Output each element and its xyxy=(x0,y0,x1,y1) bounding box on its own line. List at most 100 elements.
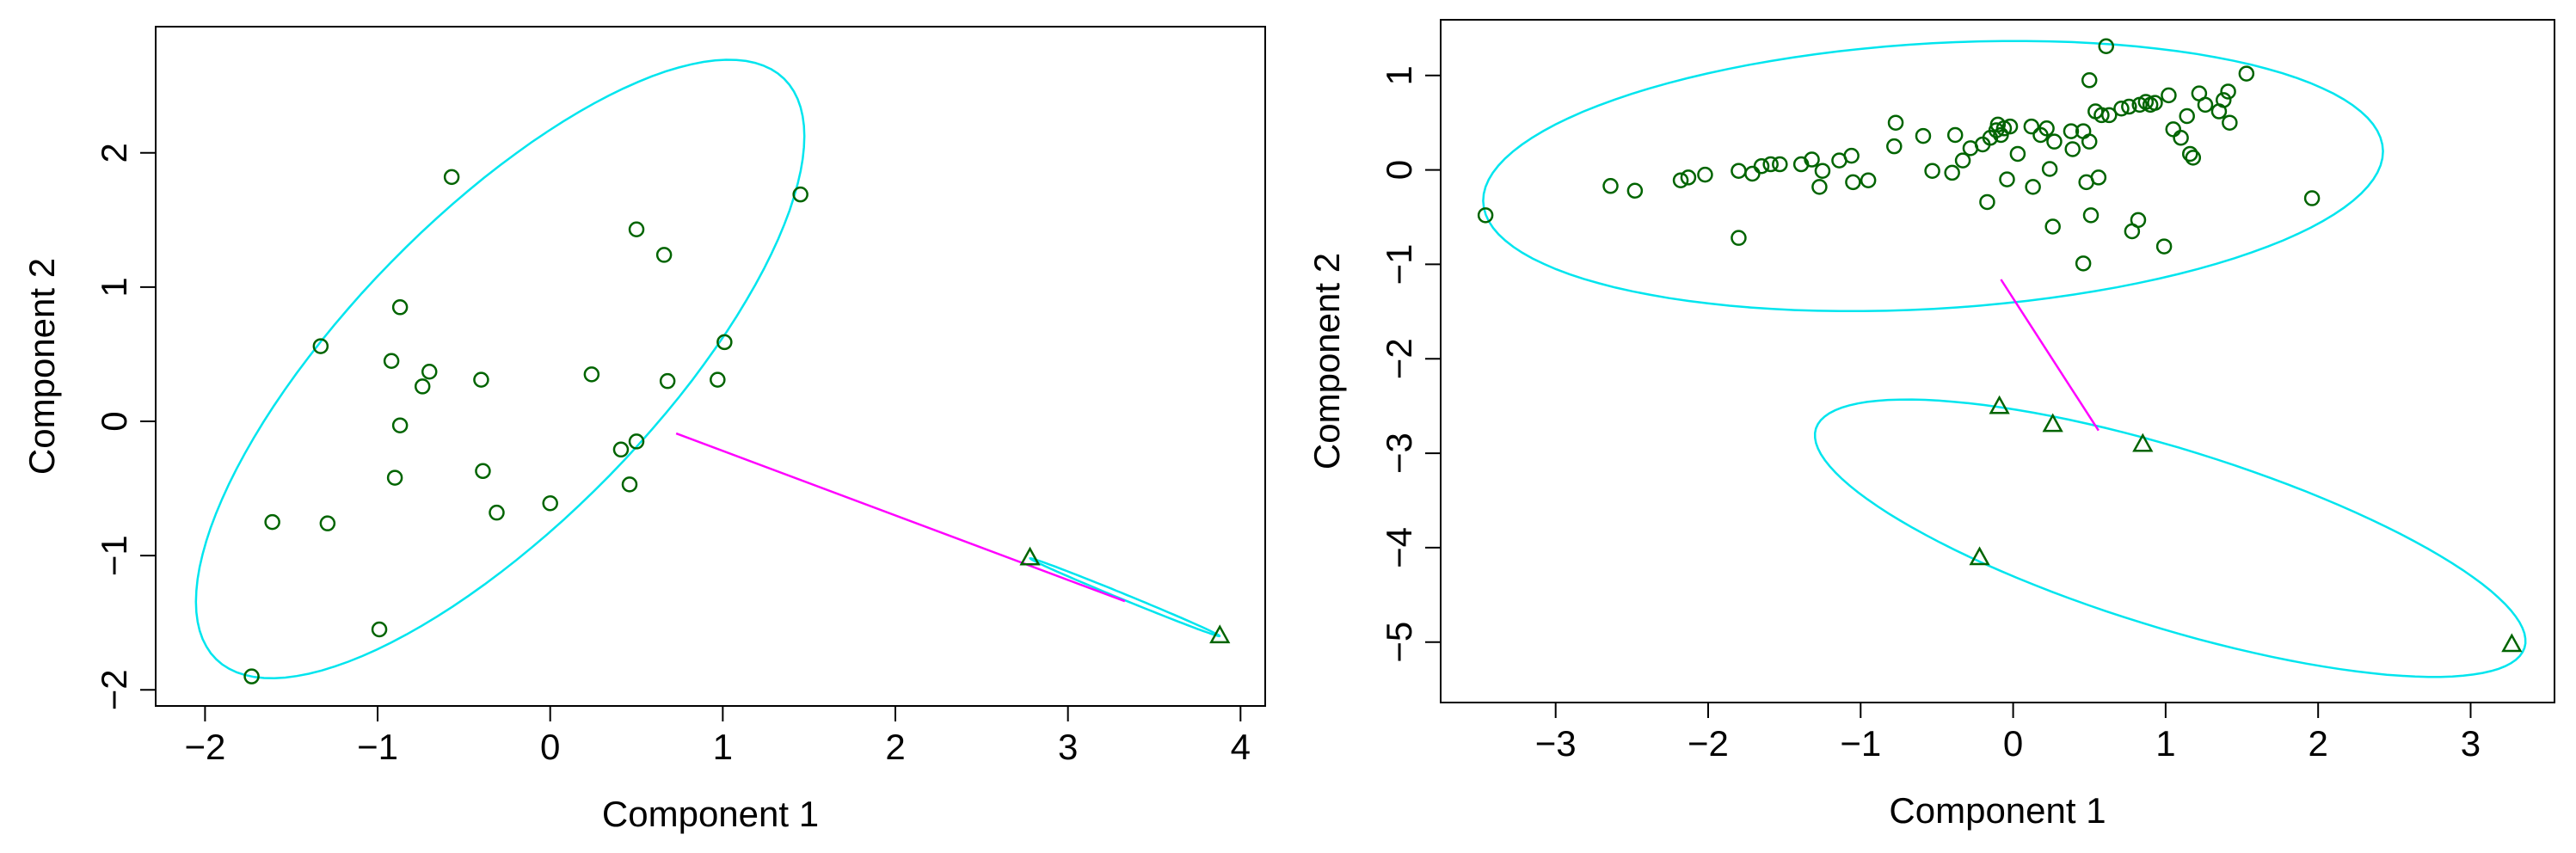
point-circle xyxy=(1731,230,1747,246)
point-circle xyxy=(1626,182,1644,199)
x-tick-label: −1 xyxy=(357,727,398,767)
y-tick-label: 1 xyxy=(94,277,134,297)
point-circle xyxy=(2179,107,2195,125)
point-circle xyxy=(1924,163,1940,179)
x-tick-label: −2 xyxy=(1688,723,1729,764)
point-circle xyxy=(2124,223,2141,240)
point-circle xyxy=(621,476,638,493)
y-tick-label: 2 xyxy=(94,143,134,163)
point-circle xyxy=(2173,130,2189,146)
point-circle xyxy=(391,299,409,316)
point-circle xyxy=(716,334,733,351)
y-tick-label: −1 xyxy=(94,535,134,576)
point-circle xyxy=(1477,207,1494,224)
y-tick-label: 1 xyxy=(1379,65,1419,85)
point-circle xyxy=(243,668,260,684)
point-circle xyxy=(2023,118,2040,135)
point-circle xyxy=(2101,107,2118,124)
point-circle xyxy=(489,504,505,521)
point-circle xyxy=(2009,145,2026,163)
x-tick-label: 1 xyxy=(2155,723,2175,764)
point-circle xyxy=(2025,179,2041,195)
point-circle xyxy=(655,247,673,263)
point-triangle xyxy=(1969,546,1990,566)
point-circle xyxy=(1999,171,2015,187)
point-circle xyxy=(264,513,280,531)
y-tick-label: −4 xyxy=(1379,527,1419,568)
x-tick-label: 4 xyxy=(1231,727,1251,767)
point-circle xyxy=(710,371,726,388)
y-tick-label: −3 xyxy=(1379,433,1419,474)
point-circle xyxy=(421,363,438,380)
point-triangle xyxy=(2501,633,2523,653)
point-circle xyxy=(386,469,403,486)
x-tick-label: 0 xyxy=(2003,723,2023,764)
point-circle xyxy=(2147,95,2163,111)
y-tick-label: −2 xyxy=(1379,338,1419,379)
x-tick-label: −1 xyxy=(1840,723,1881,764)
x-tick-label: 3 xyxy=(1058,727,1078,767)
point-circle xyxy=(1915,127,1932,144)
point-circle xyxy=(1602,178,1619,194)
point-circle xyxy=(475,463,491,480)
point-circle xyxy=(2064,141,2081,157)
point-circle xyxy=(473,371,489,388)
point-circle xyxy=(2044,218,2061,235)
point-circle xyxy=(1731,163,1747,179)
point-circle xyxy=(2155,238,2173,255)
point-circle xyxy=(2216,92,2232,108)
point-circle xyxy=(2161,87,2177,104)
point-circle xyxy=(312,338,329,354)
point-triangle xyxy=(1019,546,1041,566)
point-circle xyxy=(542,494,558,512)
point-circle xyxy=(659,372,676,390)
point-circle xyxy=(2165,121,2181,138)
point-circle xyxy=(1804,151,1820,168)
x-axis-label: Component 1 xyxy=(602,794,819,834)
point-circle xyxy=(2098,38,2114,54)
x-tick-label: 2 xyxy=(885,727,905,767)
y-axis-label: Component 2 xyxy=(22,258,62,475)
point-circle xyxy=(319,515,336,531)
point-circle xyxy=(2197,96,2214,114)
y-axis-label: Component 2 xyxy=(1306,253,1347,469)
point-circle xyxy=(583,366,600,383)
point-circle xyxy=(612,441,630,458)
y-tick-label: −1 xyxy=(1379,243,1419,285)
plot-box xyxy=(155,26,1266,707)
point-circle xyxy=(383,353,400,370)
point-circle xyxy=(391,417,409,433)
y-tick-label: −5 xyxy=(1379,622,1419,663)
point-circle xyxy=(2046,133,2063,150)
cluster-ellipse xyxy=(1029,557,1221,638)
point-circle xyxy=(2113,100,2130,117)
cluster-ellipse xyxy=(1482,40,2384,313)
y-tick-label: 0 xyxy=(94,411,134,431)
point-circle xyxy=(1944,164,1960,181)
point-circle xyxy=(792,186,808,203)
point-circle xyxy=(2185,150,2202,166)
point-circle xyxy=(2082,207,2100,224)
point-circle xyxy=(1860,172,1877,188)
x-tick-label: 3 xyxy=(2461,723,2481,764)
cluster-link xyxy=(2000,279,2100,432)
point-circle xyxy=(628,221,645,238)
point-circle xyxy=(2001,118,2019,135)
point-circle xyxy=(1672,172,1689,188)
point-circle xyxy=(1772,156,1788,173)
point-circle xyxy=(1962,140,1979,156)
point-circle xyxy=(1697,166,1713,183)
point-circle xyxy=(1843,147,1860,164)
point-circle xyxy=(2220,83,2236,100)
point-circle xyxy=(2303,190,2321,206)
plot-box xyxy=(1440,19,2555,703)
point-triangle xyxy=(2042,413,2063,433)
point-circle xyxy=(2238,65,2255,82)
x-tick-label: 2 xyxy=(2309,723,2328,764)
y-tick-label: 0 xyxy=(1379,160,1419,180)
point-circle xyxy=(2081,133,2098,150)
point-circle xyxy=(1680,169,1697,186)
point-circle xyxy=(414,378,431,395)
point-circle xyxy=(1753,157,1770,175)
point-circle xyxy=(1946,126,1964,144)
